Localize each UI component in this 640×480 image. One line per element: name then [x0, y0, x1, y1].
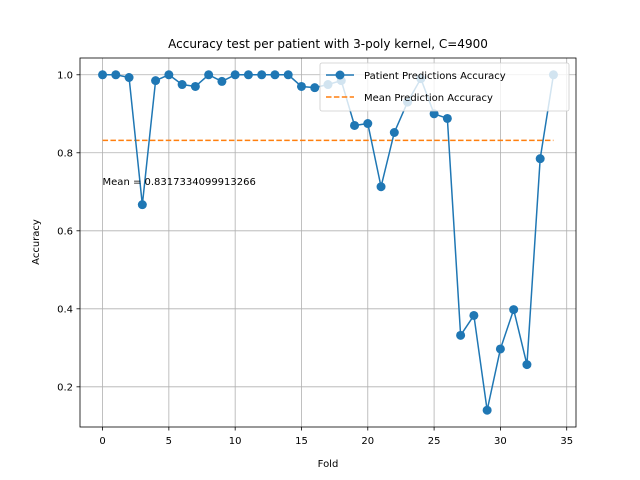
x-tick-label: 35 — [560, 436, 573, 447]
patient-accuracy-point — [283, 70, 293, 80]
patient-accuracy-point — [124, 73, 134, 83]
patient-accuracy-point — [151, 76, 161, 86]
y-axis-label: Accuracy — [31, 219, 42, 265]
patient-accuracy-point — [296, 81, 306, 91]
patient-accuracy-point — [230, 70, 240, 80]
y-tick-label: 0.4 — [57, 304, 73, 315]
legend-marker-patient — [335, 70, 345, 80]
y-tick-label: 0.6 — [57, 226, 73, 237]
patient-accuracy-point — [164, 70, 174, 80]
patient-accuracy-point — [350, 120, 360, 130]
patient-accuracy-point — [509, 305, 519, 315]
patient-accuracy-point — [363, 119, 373, 129]
patient-accuracy-point — [204, 70, 214, 80]
x-tick-label: 5 — [166, 436, 172, 447]
patient-accuracy-point — [376, 182, 386, 192]
patient-accuracy-point — [456, 330, 466, 340]
legend-label-patient: Patient Predictions Accuracy — [364, 71, 506, 82]
patient-accuracy-point — [389, 128, 399, 138]
axes-frame — [79, 57, 577, 428]
patient-accuracy-point — [257, 70, 267, 80]
patient-accuracy-point — [217, 76, 227, 86]
chart-title: Accuracy test per patient with 3-poly ke… — [168, 37, 488, 51]
legend-box — [319, 62, 570, 112]
mean-annotation: Mean = 0.8317334099913266 — [103, 177, 256, 188]
axis-ticks: 0 5 10 15 20 25 30 35 0.2 0.4 0.6 0.8 1.0 — [57, 70, 573, 447]
y-tick-label: 0.2 — [57, 382, 73, 393]
y-tick-label: 1.0 — [57, 70, 73, 81]
patient-accuracy-point — [177, 80, 187, 90]
patient-accuracy-point — [469, 310, 479, 320]
patient-accuracy-point — [482, 405, 492, 415]
y-tick-label: 0.8 — [57, 148, 73, 159]
x-tick-label: 15 — [295, 436, 308, 447]
patient-accuracy-point — [270, 70, 280, 80]
grid-lines — [80, 58, 576, 427]
annotation-layer: Mean = 0.8317334099913266 — [103, 177, 256, 188]
patient-accuracy-point — [535, 154, 545, 164]
patient-accuracy-point — [429, 109, 439, 119]
legend: Patient Predictions Accuracy Mean Predic… — [319, 62, 570, 112]
x-tick-label: 10 — [229, 436, 242, 447]
patient-accuracy-point — [111, 70, 121, 80]
patient-accuracy-point — [98, 70, 108, 80]
x-tick-label: 25 — [428, 436, 441, 447]
patient-accuracy-point — [243, 70, 253, 80]
x-tick-label: 30 — [494, 436, 507, 447]
patient-accuracy-point — [522, 360, 532, 370]
x-axis-label: Fold — [318, 459, 339, 470]
patient-accuracy-point — [495, 344, 505, 354]
patient-accuracy-point — [310, 83, 320, 93]
patient-accuracy-point — [137, 200, 147, 210]
x-tick-label: 0 — [99, 436, 105, 447]
plot-area — [80, 58, 576, 427]
patient-accuracy-point — [190, 81, 200, 91]
patient-accuracy-point — [442, 113, 452, 123]
legend-label-mean: Mean Prediction Accuracy — [364, 93, 493, 104]
x-tick-label: 20 — [361, 436, 374, 447]
